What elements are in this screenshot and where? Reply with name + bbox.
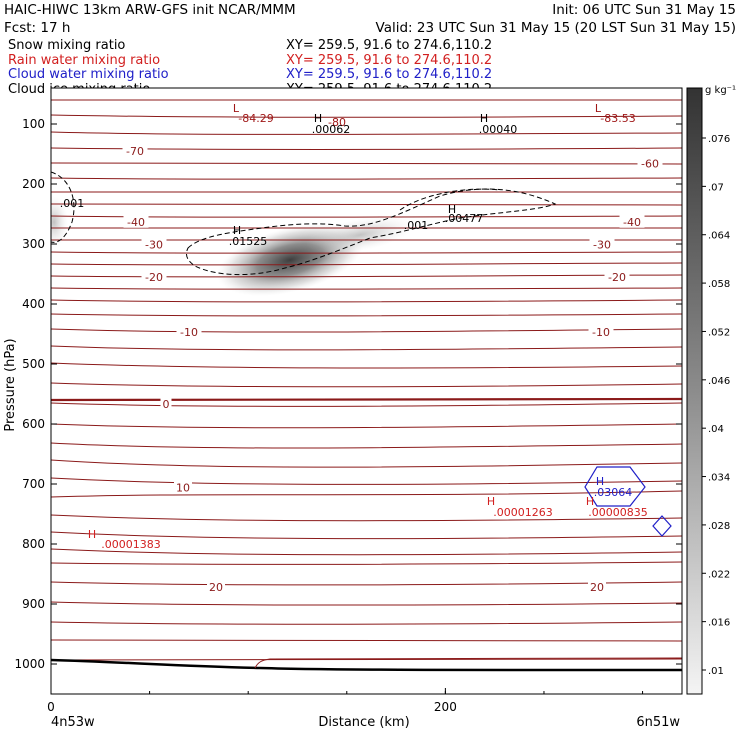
field-name-snow: Snow mixing ratio: [8, 38, 125, 53]
temperature-label: -70: [126, 145, 144, 158]
extremum-label: .00001263: [493, 506, 553, 519]
extremum-label: .03064: [594, 486, 633, 499]
colorbar-tick-label: .022: [708, 569, 730, 580]
extremum-label: .001: [404, 219, 429, 232]
y-tick-label: 600: [22, 417, 45, 431]
x-axis-label: Distance (km): [318, 715, 409, 730]
colorbar-tick-label: .01: [708, 666, 724, 677]
temperature-label: 0: [163, 398, 170, 411]
temperature-label: 20: [590, 581, 604, 594]
extremum-label: .001: [60, 197, 85, 210]
extremum-label: .00001383: [101, 538, 161, 551]
extremum-label: .01525: [229, 235, 268, 248]
y-tick-label: 900: [22, 597, 45, 611]
colorbar-tick-label: .064: [708, 231, 730, 242]
colorbar-tick-label: .07: [708, 182, 724, 193]
isotherm: [51, 705, 682, 710]
forecast-hour: Fcst: 17 h: [4, 20, 70, 36]
y-tick-label: 800: [22, 537, 45, 551]
valid-time: Valid: 23 UTC Sun 31 May 15 (20 LST Sun …: [376, 20, 736, 36]
colorbar-tick-label: .046: [708, 376, 730, 387]
y-tick-label: 700: [22, 477, 45, 491]
extremum-label: H: [88, 528, 96, 541]
colorbar-tick-label: .016: [708, 618, 730, 629]
init-time: Init: 06 UTC Sun 31 May 15: [552, 2, 736, 18]
temperature-label: 20: [209, 581, 223, 594]
x-tick-label: 0: [47, 700, 55, 714]
y-tick-label: 500: [22, 357, 45, 371]
y-tick-label: 100: [22, 117, 45, 131]
extremum-label: .00040: [479, 123, 518, 136]
temperature-label: -20: [608, 271, 626, 284]
isotherm-zero: [51, 399, 682, 400]
field-xy-snow: XY= 259.5, 91.6 to 274.6,110.2: [286, 38, 492, 53]
colorbar-ramp: [687, 88, 702, 694]
temperature-label: -30: [145, 239, 163, 252]
colorbar-unit: g kg⁻¹: [705, 85, 736, 96]
colorbar-tick-label: .028: [708, 521, 730, 532]
model-title: HAIC-HIWC 13km ARW-GFS init NCAR/MMM: [4, 2, 296, 18]
colorbar-tick-label: .058: [708, 279, 730, 290]
y-tick-label: 1000: [14, 657, 45, 671]
temperature-label: -40: [127, 216, 145, 229]
temperature-label: -10: [592, 326, 610, 339]
temperature-label: -20: [145, 271, 163, 284]
field-name-cloud-water: Cloud water mixing ratio: [8, 67, 169, 82]
field-xy-rain: XY= 259.5, 91.6 to 274.6,110.2: [286, 53, 492, 68]
extremum-label: .00477: [445, 212, 484, 225]
temperature-label: 10: [176, 482, 190, 495]
colorbar-tick-label: .076: [708, 134, 730, 145]
colorbar-tick-label: .052: [708, 327, 730, 338]
extremum-label: .00000835: [588, 506, 648, 519]
colorbar: g kg⁻¹ .076 .07 .064 .058 .052 .046 .04 .034 .02…: [687, 85, 736, 694]
temperature-label: -10: [180, 326, 198, 339]
header: HAIC-HIWC 13km ARW-GFS init NCAR/MMM Ini…: [4, 2, 736, 36]
extremum-label: -83.53: [600, 112, 635, 125]
colorbar-tick-label: .04: [708, 424, 724, 435]
field-xy-cloud-water: XY= 259.5, 91.6 to 274.6,110.2: [286, 67, 492, 82]
y-tick-label: 200: [22, 177, 45, 191]
y-tick-label: 400: [22, 297, 45, 311]
temperature-label: -60: [641, 158, 659, 171]
extremum-label: .00062: [312, 123, 351, 136]
x-tick-label: 200: [434, 700, 457, 714]
colorbar-tick-label: .034: [708, 473, 730, 484]
y-tick-label: 300: [22, 237, 45, 251]
extremum-label: -84.29: [238, 112, 273, 125]
x-end-label-left: 4n53w: [51, 715, 95, 730]
x-end-label-right: 6n51w: [636, 715, 680, 730]
y-axis-label: Pressure (hPa): [3, 338, 18, 431]
temperature-label: -30: [593, 239, 611, 252]
temperature-label: -40: [623, 216, 641, 229]
field-name-rain: Rain water mixing ratio: [8, 53, 160, 68]
